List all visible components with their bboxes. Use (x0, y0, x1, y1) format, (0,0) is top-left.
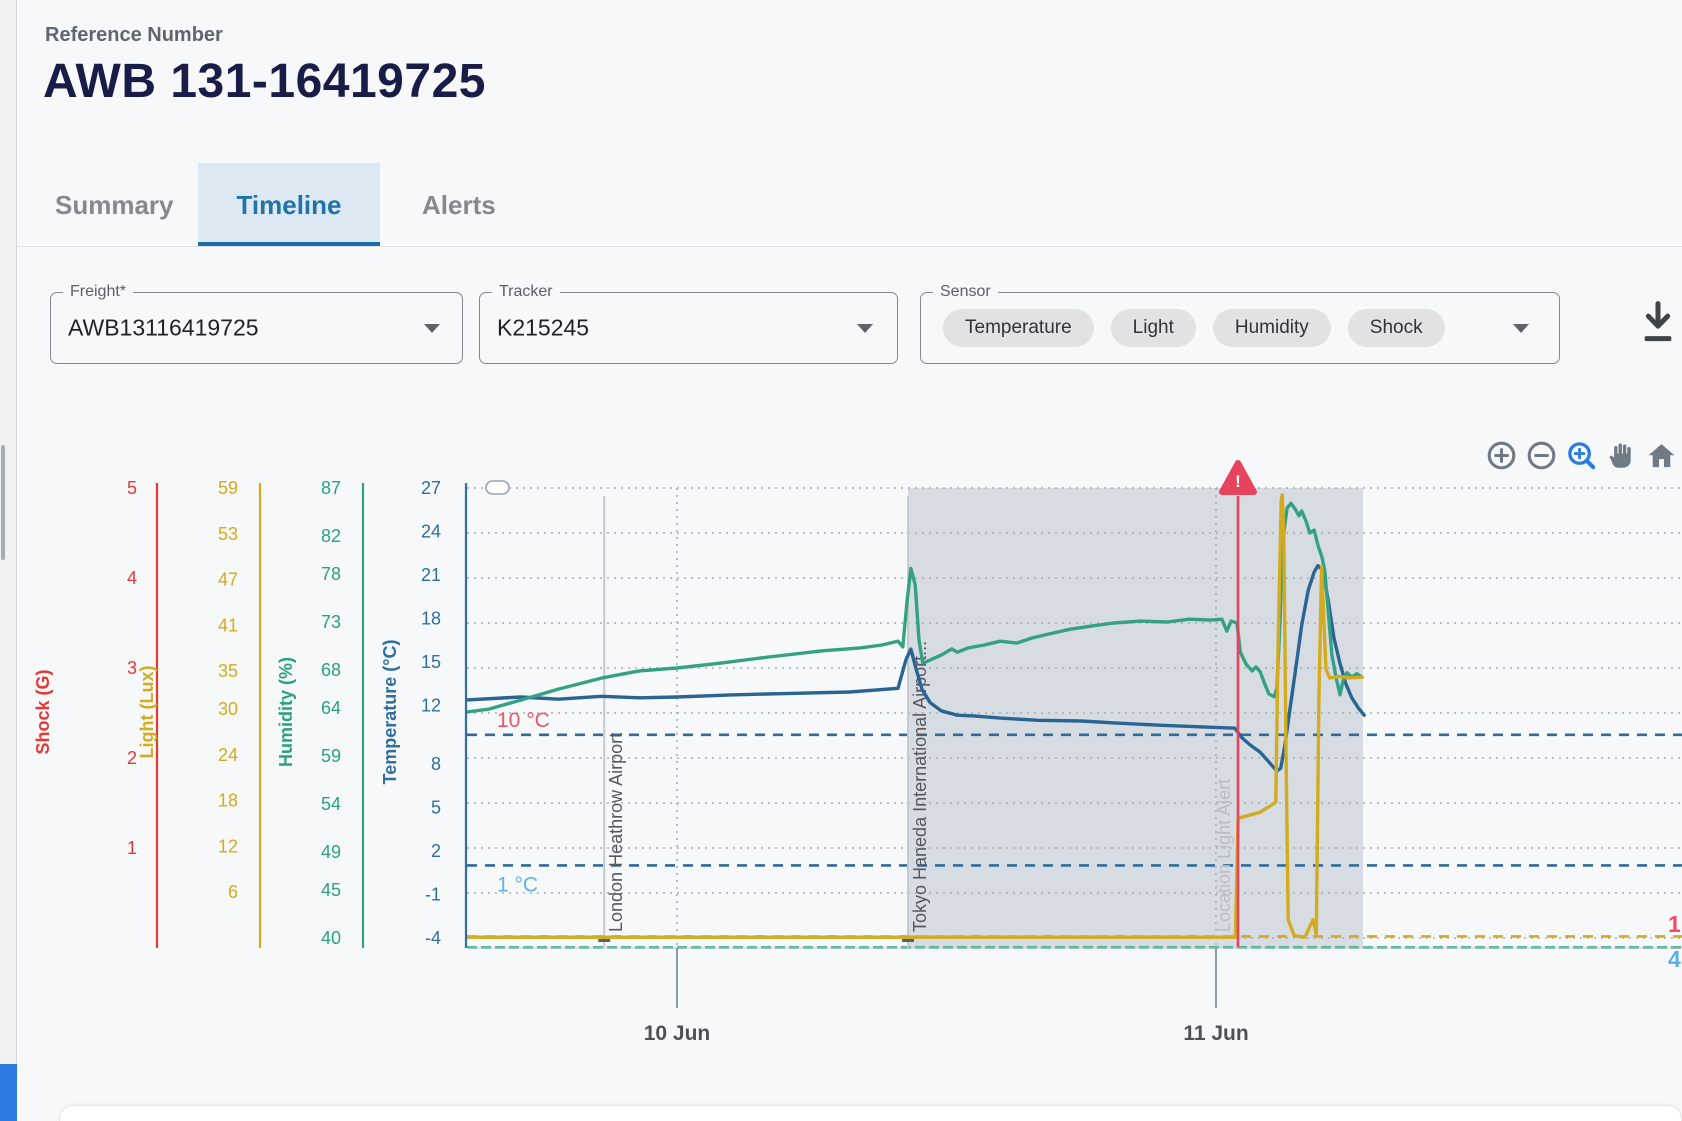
x-tick-label: 10 Jun (644, 1022, 711, 1045)
series-humidity (465, 501, 1364, 714)
tab-summary[interactable]: Summary (55, 189, 174, 220)
axis-tick-label: 6 (228, 882, 238, 902)
edge-label: 4 (1668, 946, 1681, 972)
axis-tick-label: 5 (431, 797, 441, 817)
axis-tick-label: 73 (321, 612, 341, 632)
scrollbar-thumb[interactable] (1, 445, 5, 560)
axis-tick-label: 12 (421, 696, 441, 716)
annotation-label: London Heathrow Airport (606, 733, 626, 932)
tab-bar: Summary Timeline Alerts (17, 163, 1682, 247)
tracker-value: K215245 (497, 314, 590, 341)
chip-light[interactable]: Light (1110, 309, 1196, 347)
axis-tick-label: 5 (127, 478, 137, 498)
chip-shock[interactable]: Shock (1347, 309, 1445, 347)
chart-toolbar (1486, 440, 1677, 471)
axis-tick-label: 35 (218, 661, 238, 681)
axis-tick-label: 78 (321, 564, 341, 584)
page-title: AWB 131-16419725 (43, 55, 486, 108)
axis-title: Humidity (%) (276, 657, 296, 767)
freight-label: Freight* (63, 283, 134, 301)
axis-tick-label: -1 (425, 884, 441, 904)
zoom-out-icon[interactable] (1526, 440, 1557, 471)
axis-title: Light (Lux) (137, 666, 157, 759)
axis-tick-label: 49 (321, 842, 341, 862)
axis-tick-label: 59 (218, 478, 238, 498)
axis-tick-label: 41 (218, 615, 238, 635)
axis-tick-label: 82 (321, 526, 341, 546)
axis-tick-label: 1 (127, 838, 137, 858)
axis-title: Shock (G) (33, 669, 53, 754)
tracker-label: Tracker (492, 283, 560, 301)
axis-tick-label: 30 (218, 699, 238, 719)
freight-select[interactable]: Freight* AWB13116419725 (50, 283, 463, 364)
sensor-multiselect[interactable]: Sensor Temperature Light Humidity Shock (920, 283, 1560, 364)
axis-tick-label: 27 (421, 478, 441, 498)
home-icon[interactable] (1646, 440, 1677, 471)
zoom-in-icon[interactable] (1486, 440, 1517, 471)
annotation-label: Tokyo Haneda International Airport... (910, 641, 930, 932)
axis-tick-label: 2 (431, 841, 441, 861)
axis-tick-label: 12 (218, 836, 238, 856)
freight-value: AWB13116419725 (68, 314, 259, 341)
reference-number-label: Reference Number (45, 24, 223, 46)
threshold-label: 10 °C (497, 709, 550, 732)
range-handle[interactable] (485, 480, 510, 495)
axis-tick-label: 18 (218, 791, 238, 811)
tabs-divider (17, 246, 1682, 247)
axis-tick-label: 47 (218, 570, 238, 590)
axis-tick-label: 4 (127, 568, 137, 588)
x-tick-label: 11 Jun (1183, 1022, 1248, 1045)
axis-tick-label: 64 (321, 698, 341, 718)
axis-tick-label: 2 (127, 748, 137, 768)
series-light (465, 493, 1364, 939)
shaded-region (908, 488, 1363, 948)
axis-tick-label: 8 (431, 754, 441, 774)
alert-annotation-label: Location Light Alert (1214, 779, 1234, 932)
axis-title: Temperature (°C) (380, 640, 400, 785)
chip-humidity[interactable]: Humidity (1212, 309, 1331, 347)
axis-tick-label: 24 (421, 522, 441, 542)
chevron-down-icon[interactable] (424, 324, 440, 333)
tracker-select[interactable]: Tracker K215245 (479, 283, 898, 364)
alert-triangle-icon (1218, 460, 1257, 495)
download-icon[interactable] (1638, 300, 1678, 344)
pan-hand-icon[interactable] (1606, 440, 1637, 471)
axis-tick-label: 53 (218, 524, 238, 544)
axis-tick-label: -4 (425, 928, 441, 948)
chevron-down-icon[interactable] (857, 324, 873, 333)
tab-alerts[interactable]: Alerts (422, 189, 496, 220)
axis-tick-label: 59 (321, 746, 341, 766)
chip-temperature[interactable]: Temperature (943, 309, 1094, 347)
edge-label: 1 (1668, 911, 1681, 937)
left-rail-accent (0, 1064, 17, 1121)
chevron-down-icon[interactable] (1513, 324, 1529, 333)
axis-tick-label: 54 (321, 794, 341, 814)
axis-tick-label: 3 (127, 658, 137, 678)
left-rail (0, 0, 17, 1121)
bottom-card (59, 1105, 1682, 1121)
timeline-chart[interactable]: London Heathrow Airport Tokyo Haneda Inte… (0, 400, 1682, 1100)
axis-tick-label: 18 (421, 609, 441, 629)
tab-timeline[interactable]: Timeline (198, 163, 380, 247)
axis-tick-label: 24 (218, 745, 238, 765)
axis-tick-label: 45 (321, 880, 341, 900)
svg-text:!: ! (1235, 472, 1241, 491)
axis-tick-label: 15 (421, 652, 441, 672)
axis-tick-label: 68 (321, 660, 341, 680)
threshold-label: 1 °C (497, 873, 538, 896)
axis-tick-label: 40 (321, 928, 341, 948)
sensor-label: Sensor (933, 283, 998, 301)
sensor-chips: Temperature Light Humidity Shock (943, 309, 1445, 347)
axis-tick-label: 21 (421, 565, 441, 585)
box-zoom-icon[interactable] (1566, 440, 1597, 471)
axis-tick-label: 87 (321, 478, 341, 498)
